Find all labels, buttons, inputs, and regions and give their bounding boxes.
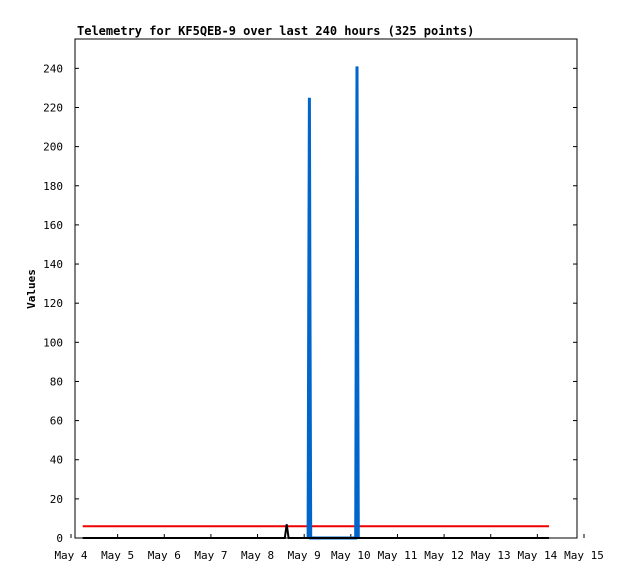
y-tick-label: 40 [50, 454, 63, 467]
x-tick-label: May 7 [194, 549, 227, 562]
y-tick-label: 120 [43, 297, 63, 310]
series-line-2 [82, 524, 549, 539]
x-tick-label: May 12 [424, 549, 464, 562]
y-tick-label: 140 [43, 258, 63, 271]
y-tick-label: 200 [43, 141, 63, 154]
series-layer [82, 66, 549, 540]
chart-title: Telemetry for KF5QEB-9 over last 240 hou… [77, 24, 474, 38]
y-tick-label: 80 [50, 375, 63, 388]
y-tick-label: 100 [43, 336, 63, 349]
y-tick-label: 20 [50, 493, 63, 506]
y-axis: 0 20 40 60 80 100 120 140 160 180 200 220 240 [43, 62, 577, 545]
plot-frame [74, 38, 578, 539]
y-tick-label: 160 [43, 219, 63, 232]
x-tick-label: May 6 [148, 549, 181, 562]
y-tick-label: 180 [43, 180, 63, 193]
x-axis: May 4 May 5 May 6 May 7 May 8 May 9 May 10 May … [54, 534, 604, 562]
y-axis-label: Values [25, 269, 38, 309]
y-tick-label: 240 [43, 62, 63, 75]
x-tick-label: May 15 [564, 549, 604, 562]
y-tick-label: 60 [50, 415, 63, 428]
x-tick-label: May 11 [378, 549, 418, 562]
x-tick-label: May 14 [517, 549, 557, 562]
series-line-1 [306, 66, 360, 540]
x-tick-label: May 5 [101, 549, 134, 562]
x-tick-label: May 13 [471, 549, 511, 562]
y-tick-label: 220 [43, 101, 63, 114]
x-tick-label: May 9 [288, 549, 321, 562]
x-tick-label: May 4 [54, 549, 87, 562]
x-tick-label: May 8 [241, 549, 274, 562]
x-tick-label: May 10 [331, 549, 371, 562]
y-tick-label: 0 [56, 532, 63, 545]
